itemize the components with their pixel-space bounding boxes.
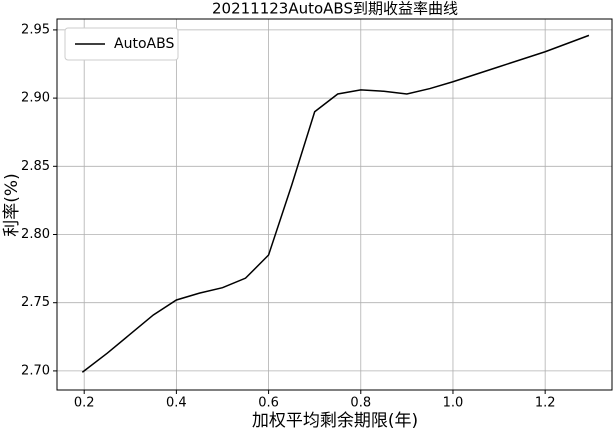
y-axis-label: 利率(%) xyxy=(2,173,22,236)
x-tick-label: 0.8 xyxy=(350,396,371,411)
y-tick-label: 2.95 xyxy=(21,22,50,37)
y-tick-label: 2.75 xyxy=(21,295,50,310)
y-tick-label: 2.90 xyxy=(21,91,50,106)
x-tick-label: 0.4 xyxy=(166,396,187,411)
x-tick-label: 0.2 xyxy=(74,396,95,411)
legend-label: AutoABS xyxy=(114,36,174,52)
x-tick-label: 1.2 xyxy=(535,396,556,411)
plot-frame xyxy=(56,18,613,391)
legend-box xyxy=(64,27,179,61)
x-tick-label: 1.0 xyxy=(443,396,464,411)
y-tick-label: 2.80 xyxy=(21,227,50,242)
x-axis-label: 加权平均剩余期限(年) xyxy=(252,411,418,430)
chart-title: 20211123AutoABS到期收益率曲线 xyxy=(212,0,458,18)
y-tick-label: 2.85 xyxy=(21,159,50,174)
line xyxy=(81,34,590,373)
x-tick-label: 0.6 xyxy=(258,396,279,411)
y-tick-label: 2.70 xyxy=(21,363,50,378)
